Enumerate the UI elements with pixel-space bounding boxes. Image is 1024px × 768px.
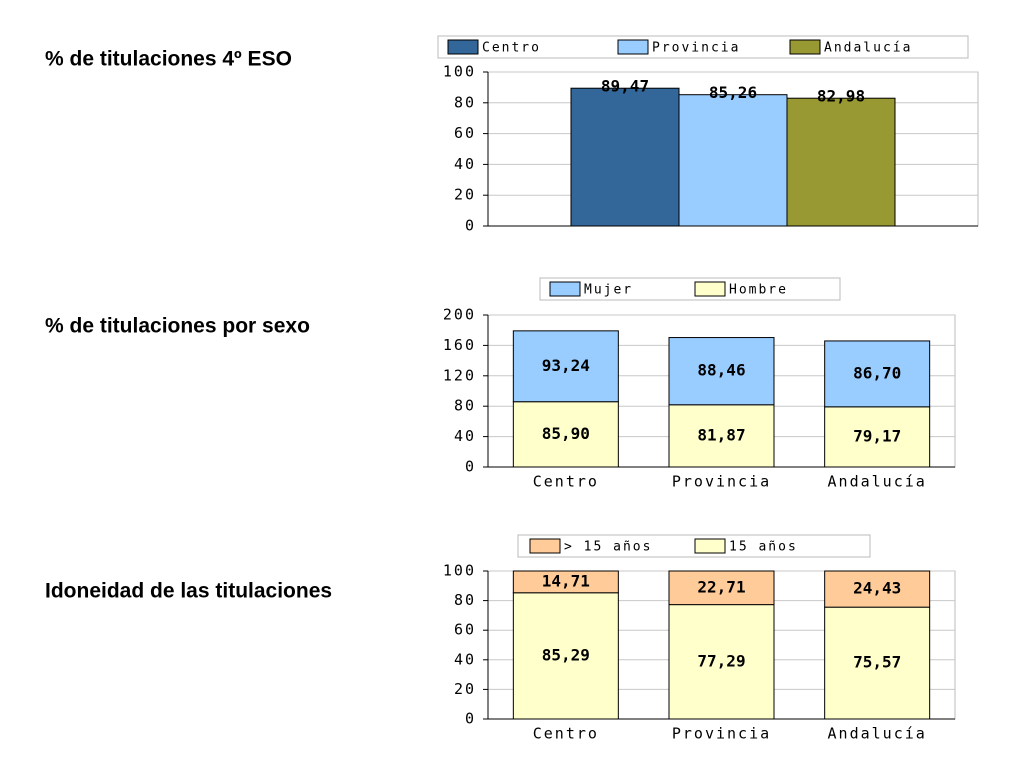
bar-segment	[668, 404, 775, 468]
y-tick-label: 20	[454, 186, 476, 204]
legend-label: Mujer	[584, 283, 633, 298]
value-label: 79,17	[853, 426, 901, 445]
x-tick-label: Andalucía	[828, 473, 927, 491]
legend-swatch	[789, 39, 821, 55]
bar-segment	[512, 330, 619, 403]
value-label: 22,71	[697, 577, 745, 596]
legend-label: 15 años	[729, 540, 798, 555]
y-tick-label: 160	[443, 336, 476, 354]
bar	[678, 94, 788, 227]
y-tick-label: 200	[443, 306, 476, 324]
value-label: 88,46	[697, 361, 745, 380]
value-label: 81,87	[697, 425, 745, 444]
chart-title: % de titulaciones por sexo	[45, 315, 310, 338]
value-label: 14,71	[542, 571, 590, 590]
legend-swatch	[529, 538, 561, 554]
x-tick-label: Centro	[533, 473, 599, 491]
legend-box	[539, 277, 841, 301]
x-tick-label: Centro	[533, 725, 599, 743]
value-label: 24,43	[853, 579, 901, 598]
legend-label: Hombre	[729, 283, 788, 298]
value-label: 93,24	[542, 356, 590, 375]
y-tick-label: 40	[454, 155, 476, 173]
y-tick-label: 80	[454, 397, 476, 415]
legend-label: Andalucía	[824, 41, 912, 56]
legend-box	[517, 534, 871, 558]
bar-segment	[668, 570, 775, 606]
legend-label: Provincia	[652, 41, 740, 56]
legend-swatch	[617, 39, 649, 55]
bar-segment	[824, 340, 931, 408]
x-tick-label: Provincia	[672, 725, 771, 743]
y-tick-label: 20	[454, 680, 476, 698]
y-tick-label: 100	[443, 562, 476, 580]
bar-segment	[668, 337, 775, 406]
legend-swatch	[694, 281, 726, 297]
y-tick-label: 0	[465, 710, 476, 728]
x-tick-label: Andalucía	[828, 725, 927, 743]
y-tick-label: 60	[454, 124, 476, 142]
chart-title: % de titulaciones 4º ESO	[45, 48, 292, 71]
x-tick-label: Provincia	[672, 473, 771, 491]
chart-title: Idoneidad de las titulaciones	[45, 580, 332, 603]
legend-swatch	[694, 538, 726, 554]
bar-segment	[668, 604, 775, 720]
value-label: 86,70	[853, 363, 901, 382]
value-label: 85,90	[542, 424, 590, 443]
bar	[570, 87, 680, 227]
legend-swatch	[447, 39, 479, 55]
value-label: 89,47	[601, 77, 649, 96]
value-label: 77,29	[697, 651, 745, 670]
bar	[786, 97, 896, 227]
bar-segment	[512, 592, 619, 720]
y-tick-label: 60	[454, 621, 476, 639]
bar-segment	[824, 406, 931, 468]
legend-label: Centro	[482, 41, 541, 56]
y-tick-label: 80	[454, 93, 476, 111]
y-tick-label: 100	[443, 63, 476, 81]
value-label: 85,29	[542, 645, 590, 664]
y-tick-label: 40	[454, 650, 476, 668]
bar-segment	[824, 570, 931, 608]
value-label: 85,26	[709, 83, 757, 102]
y-tick-label: 0	[465, 217, 476, 235]
y-tick-label: 80	[454, 591, 476, 609]
legend-swatch	[549, 281, 581, 297]
legend-label: > 15 años	[564, 540, 652, 555]
legend-box	[437, 35, 969, 59]
y-tick-label: 120	[443, 366, 476, 384]
y-tick-label: 0	[465, 458, 476, 476]
value-label: 82,98	[817, 87, 865, 106]
value-label: 75,57	[853, 653, 901, 672]
y-tick-label: 40	[454, 427, 476, 445]
bar-segment	[512, 570, 619, 594]
bar-segment	[824, 606, 931, 720]
